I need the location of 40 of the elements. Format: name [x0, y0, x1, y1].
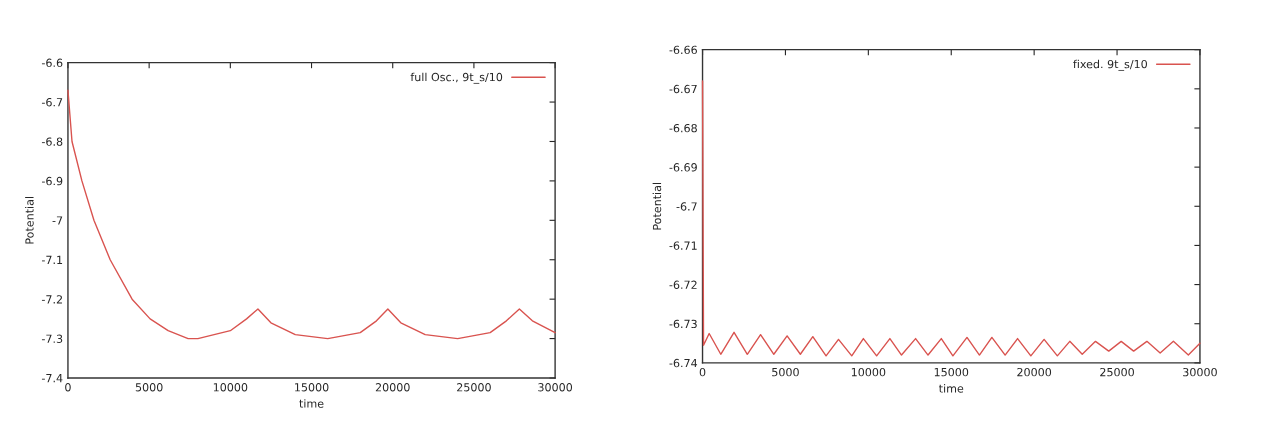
x-tick-label: 5000	[135, 383, 163, 392]
x-tick-label: 10000	[851, 367, 886, 377]
y-tick-label: -6.68	[669, 123, 697, 133]
legend-label: fixed. 9t_s/10	[1073, 59, 1147, 71]
y-tick-label: -6.67	[669, 84, 697, 94]
y-tick-label: -6.72	[669, 280, 697, 289]
x-tick-label: 0	[65, 383, 71, 392]
y-tick-label: -6.6	[41, 58, 63, 68]
y-tick-label: -6.73	[669, 319, 697, 329]
legend-label: full Osc., 9t_s/10	[410, 72, 503, 84]
y-tick-label: -6.71	[669, 241, 697, 250]
x-tick-label: 5000	[772, 367, 799, 377]
y-tick-label: -6.7	[676, 202, 697, 211]
y-tick-label: -7.4	[41, 374, 63, 383]
x-tick-label: 15000	[295, 383, 329, 392]
y-tick-label: -7.1	[41, 255, 63, 264]
x-tick-label: 30000	[1183, 367, 1217, 377]
x-tick-label: 15000	[934, 367, 969, 377]
y-axis-title: Potential	[652, 182, 662, 230]
x-axis-title: time	[938, 384, 964, 393]
y-tick-label: -6.74	[669, 358, 698, 368]
y-axis-title: Potential	[25, 197, 34, 244]
x-tick-label: 10000	[213, 383, 248, 392]
x-tick-label: 25000	[1100, 367, 1134, 377]
x-tick-label: 0	[699, 367, 706, 377]
y-tick-label: -6.66	[669, 45, 697, 55]
y-tick-label: -6.9	[41, 176, 63, 186]
x-tick-label: 25000	[457, 383, 491, 392]
x-axis-title: time	[299, 399, 324, 408]
x-tick-label: 20000	[375, 383, 410, 392]
y-tick-label: -6.69	[669, 163, 697, 172]
y-tick-label: -6.8	[41, 137, 63, 146]
y-tick-label: -6.7	[41, 98, 63, 107]
y-tick-label: -7	[52, 216, 63, 225]
line-series	[67, 89, 556, 340]
line-series	[701, 80, 1201, 357]
y-tick-label: -7.2	[41, 295, 62, 304]
x-tick-label: 30000	[538, 383, 573, 392]
x-tick-label: 20000	[1017, 367, 1052, 377]
y-tick-label: -7.3	[41, 334, 63, 343]
